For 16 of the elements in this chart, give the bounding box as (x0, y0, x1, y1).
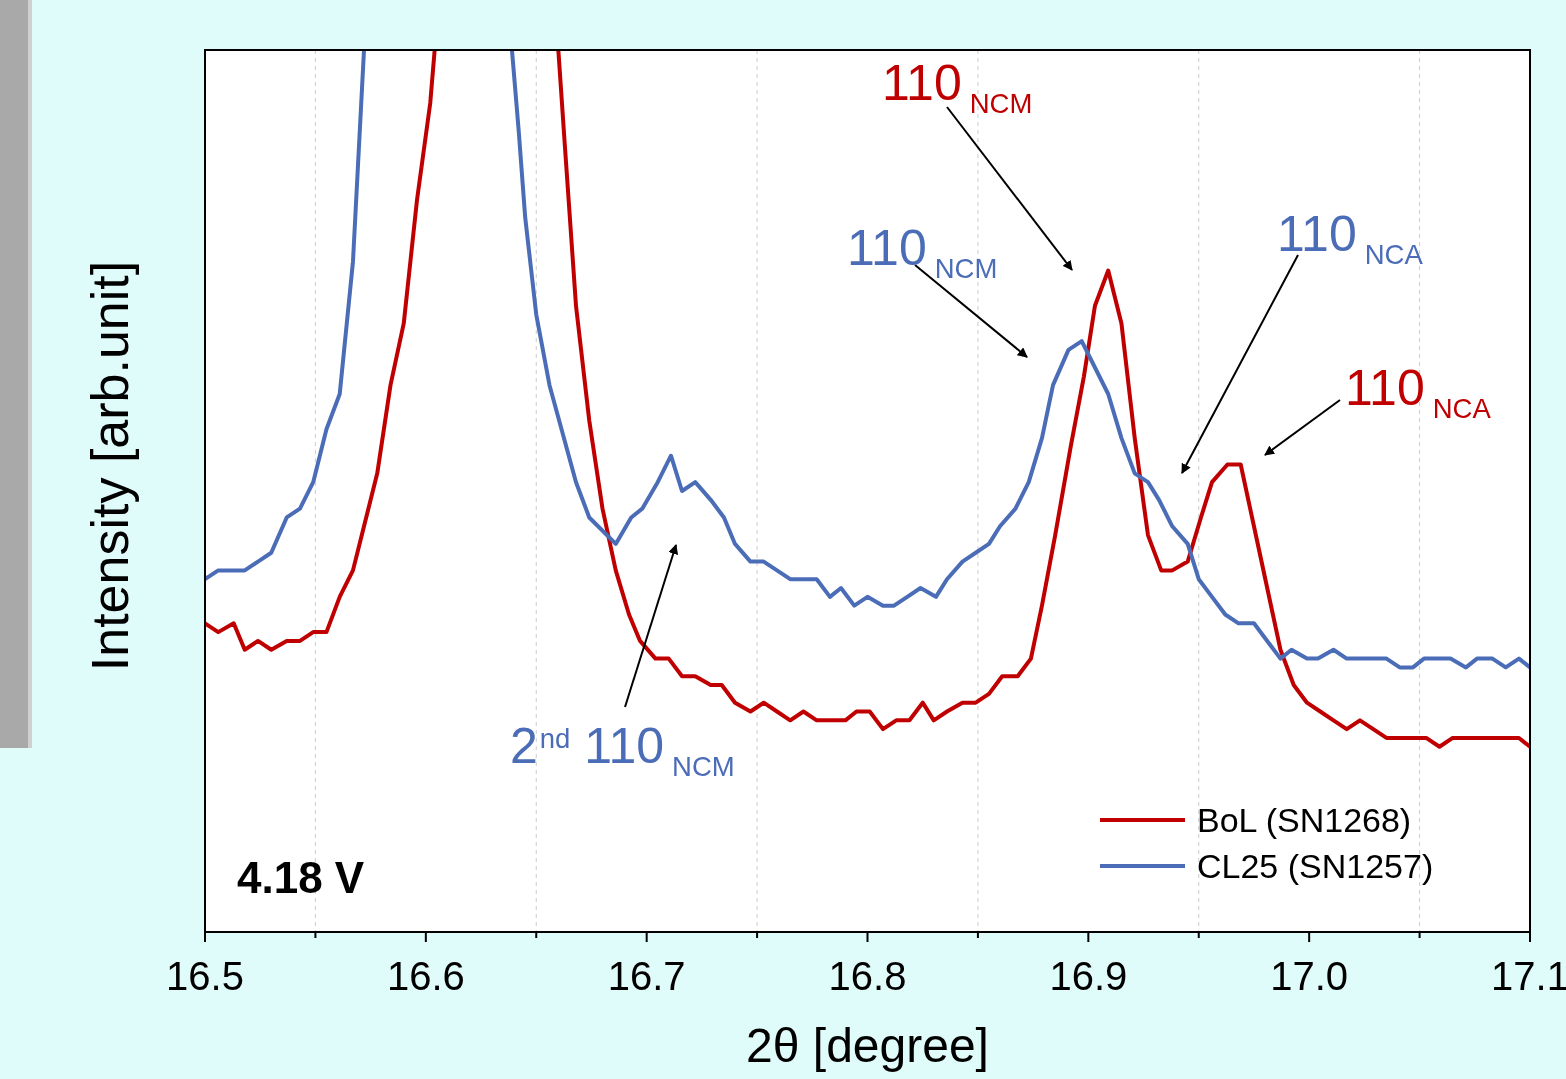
annotation: 4.18 V (237, 853, 365, 902)
annotation: 2$^{nd}$ 110$_{NCM}$ (510, 718, 735, 782)
x-tick-label: 16.6 (386, 954, 465, 998)
annotation: 110$_{NCM}$ (882, 55, 1033, 119)
x-tick-label: 16.8 (828, 954, 907, 998)
annotation: 110$_{NCA}$ (1277, 206, 1424, 270)
x-tick-label: 16.5 (166, 954, 244, 998)
x-tick-label: 16.9 (1049, 954, 1128, 998)
legend-label: CL25 (SN1257) (1197, 847, 1434, 885)
annotation: 110$_{NCM}$ (847, 220, 998, 284)
x-tick-label: 16.7 (607, 954, 686, 998)
x-axis-title: 2θ [degree] (746, 1019, 989, 1072)
y-axis-title: Intensity [arb.unit] (81, 260, 139, 672)
annotation: 110$_{NCA}$ (1345, 360, 1492, 424)
legend-label: BoL (SN1268) (1197, 801, 1412, 839)
x-tick-label: 17.0 (1270, 954, 1349, 998)
